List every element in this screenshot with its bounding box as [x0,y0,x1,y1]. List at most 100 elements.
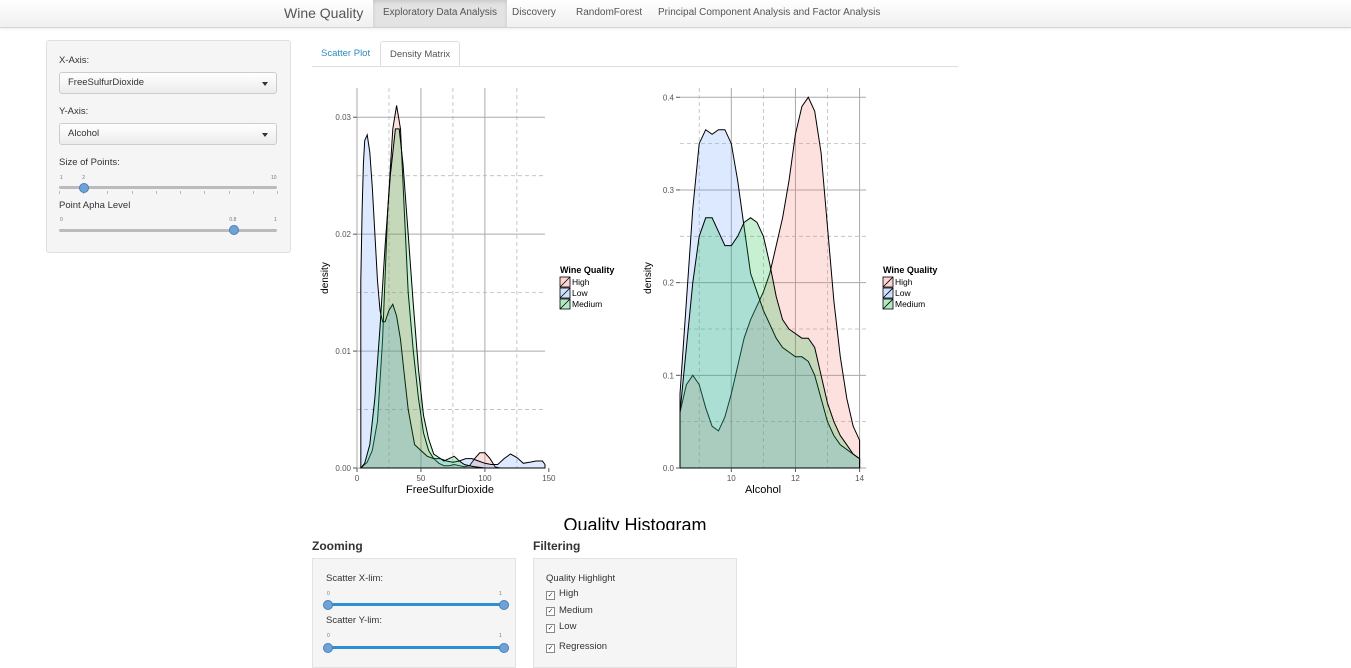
alpha-slider-value: 0.8 [229,217,237,223]
checkbox-low-label: Low [559,621,577,632]
y-axis-selected-value: Alcohol [68,128,100,139]
density-plot-alcohol: 0.0 0.1 0.2 0.3 0.4 10 12 14 Alcohol density Wine … [643,88,937,496]
nav-tab-exploratory-data-analysis[interactable]: Exploratory Data Analysis [373,0,507,27]
y-tick-label: 0.02 [335,230,351,239]
alpha-slider-min: 0 [60,217,63,223]
alpha-slider-handle[interactable] [229,225,240,235]
size-slider-max: 10 [271,175,277,181]
y-tick-label: 0.3 [663,186,675,195]
legend-label: Low [572,288,588,298]
x-axis-label: FreeSulfurDioxide [406,484,494,496]
x-axis-label: X-Axis: [59,55,90,66]
legend-title: Wine Quality [883,265,937,275]
legend-swatch-line [559,287,571,299]
y-axis-select[interactable]: Alcohol [59,123,277,145]
legend-swatch-line [882,287,894,299]
tab-density-matrix[interactable]: Density Matrix [380,41,461,67]
checkbox-medium[interactable]: ✓ [546,607,555,616]
y-tick-label: 0.2 [663,279,675,288]
legend-swatch-line [559,276,571,288]
size-slider-tick [131,191,133,194]
zooming-title: Zooming [312,539,363,553]
checkbox-regression-label: Regression [559,641,608,652]
x-tick-label: 10 [727,474,736,483]
sidebar-panel: X-Axis: FreeSulfurDioxide Y-Axis: Alcoho… [46,40,291,253]
x-tick-label: 12 [791,474,800,483]
xlim-max-label: 1 [499,591,502,597]
xlim-min-handle[interactable] [323,600,333,610]
x-tick-label: 0 [355,474,360,483]
y-axis-label: density [320,262,331,294]
x-tick-label: 50 [416,474,425,483]
x-tick-label: 14 [855,474,864,483]
tabs-divider [312,66,958,67]
ylim-max-handle[interactable] [499,643,509,653]
checkbox-regression[interactable]: ✓ [546,644,555,653]
x-axis-selected-value: FreeSulfurDioxide [68,77,145,88]
histogram-title: Quality Histogram [563,515,706,530]
checkbox-medium-label: Medium [559,605,593,616]
ylim-range-track[interactable] [327,646,503,649]
nav-tab-pca-factor-analysis[interactable]: Principal Component Analysis and Factor … [658,7,881,18]
legend-label: Medium [572,299,602,309]
app-brand[interactable]: Wine Quality [284,5,364,21]
size-slider-value: 2 [82,175,85,181]
y-tick-label: 0.00 [335,464,351,473]
legend-swatch-line [882,276,894,288]
density-area-medium [679,217,861,469]
ylim-min-handle[interactable] [323,643,333,653]
quality-highlight-label: Quality Highlight [546,573,616,584]
point-alpha-label: Point Apha Level [59,200,131,211]
legend-label: Medium [895,299,925,309]
legend-label: High [572,277,590,287]
chevron-down-icon [262,133,268,137]
xlim-min-label: 0 [327,591,330,597]
legend-title: Wine Quality [560,265,614,275]
y-axis-label: Y-Axis: [59,106,89,117]
size-of-points-label: Size of Points: [59,157,120,168]
y-tick-label: 0.4 [663,93,675,102]
density-plot-free-sulfur-dioxide: 0.00 0.01 0.02 0.03 0 50 100 150 FreeSulfurDioxi… [320,88,614,496]
chevron-down-icon [262,82,268,86]
size-slider-min: 1 [60,175,63,181]
xlim-range-track[interactable] [327,603,503,606]
density-area-low [679,128,861,469]
legend-swatch-line [559,298,571,310]
x-tick-label: 150 [542,474,556,483]
density-area-medium [359,128,506,469]
density-plots: 0.00 0.01 0.02 0.03 0 50 100 150 FreeSulfurDioxi… [320,88,937,530]
legend-swatch-line [882,298,894,310]
size-slider-tick [277,191,278,194]
nav-tab-discovery[interactable]: Discovery [512,7,556,18]
y-tick-label: 0.0 [663,464,675,473]
size-slider-tick [252,191,254,194]
size-slider-tick [204,191,206,194]
density-area-low [360,132,546,469]
checkbox-high-label: High [559,588,579,599]
size-slider-tick [59,191,60,194]
nav-tab-randomforest[interactable]: RandomForest [576,7,643,18]
checkbox-high[interactable]: ✓ [546,591,555,600]
xlim-max-handle[interactable] [499,600,509,610]
size-slider-tick [180,191,182,194]
y-axis-label: density [643,262,654,294]
y-tick-label: 0.1 [663,371,675,380]
tab-scatter-plot[interactable]: Scatter Plot [321,48,371,59]
navbar: Wine Quality Exploratory Data Analysis D… [0,0,1351,28]
filtering-title: Filtering [533,539,581,553]
ylim-max-label: 1 [499,633,502,639]
zooming-panel: Scatter X-lim: 0 1 Scatter Y-lim: 0 1 [312,558,516,668]
checkbox-low[interactable]: ✓ [546,624,555,633]
size-slider-tick [107,191,109,194]
filtering-panel: Quality Highlight ✓ High ✓ Medium ✓ Low … [533,558,737,668]
alpha-slider-max: 1 [274,217,277,223]
size-slider-track[interactable] [59,186,277,189]
alpha-slider-track[interactable] [59,229,277,232]
y-tick-label: 0.03 [335,113,351,122]
ylim-min-label: 0 [327,633,330,639]
x-axis-select[interactable]: FreeSulfurDioxide [59,72,277,94]
size-slider-tick [155,191,157,194]
legend-label: High [895,277,913,287]
density-area-high [359,105,501,469]
size-slider-handle[interactable] [79,183,90,193]
